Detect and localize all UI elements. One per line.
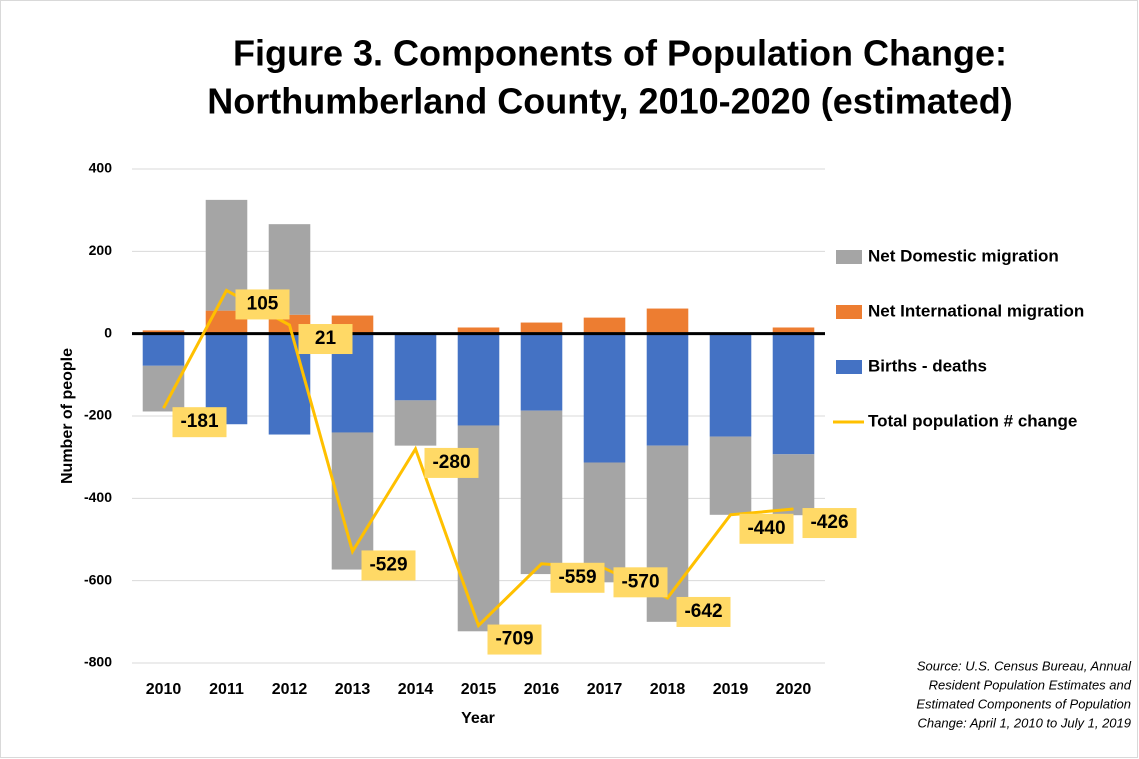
data-label: 105 bbox=[247, 293, 279, 314]
bar bbox=[142, 330, 185, 334]
y-tick-label: -600 bbox=[84, 571, 112, 587]
bar bbox=[583, 462, 626, 583]
data-label: -570 bbox=[621, 571, 659, 592]
source-note: Source: U.S. Census Bureau, Annual bbox=[917, 658, 1132, 673]
bar bbox=[772, 454, 815, 516]
bar bbox=[520, 333, 563, 411]
x-tick-label: 2016 bbox=[524, 681, 560, 698]
source-note: Estimated Components of Population bbox=[916, 696, 1131, 711]
bar bbox=[709, 333, 752, 437]
y-tick-label: -200 bbox=[84, 407, 112, 423]
source-note: Change: April 1, 2010 to July 1, 2019 bbox=[918, 715, 1131, 730]
legend-label: Births - deaths bbox=[868, 356, 987, 375]
data-label-box bbox=[613, 567, 668, 598]
legend-label: Total population # change bbox=[868, 411, 1077, 430]
bar bbox=[520, 322, 563, 334]
data-label-box bbox=[361, 550, 416, 581]
y-tick-label: 0 bbox=[104, 324, 112, 340]
y-tick-label: -800 bbox=[84, 654, 112, 670]
bar bbox=[394, 400, 437, 446]
data-label: -426 bbox=[810, 512, 848, 533]
chart-title: Northumberland County, 2010-2020 (estima… bbox=[207, 81, 1013, 122]
data-label-box bbox=[235, 289, 290, 320]
chart-title: Figure 3. Components of Population Chang… bbox=[233, 33, 1007, 74]
x-tick-label: 2015 bbox=[461, 681, 497, 698]
data-label-box bbox=[676, 596, 731, 627]
bar bbox=[772, 327, 815, 334]
bar bbox=[709, 436, 752, 515]
x-tick-label: 2018 bbox=[650, 681, 686, 698]
y-axis-title: Number of people bbox=[59, 348, 76, 484]
data-label-box bbox=[172, 407, 227, 438]
bar bbox=[142, 365, 185, 412]
data-label: 21 bbox=[315, 328, 337, 349]
bar bbox=[646, 333, 689, 446]
data-label-box bbox=[487, 624, 542, 655]
bar bbox=[583, 317, 626, 334]
bar bbox=[520, 410, 563, 575]
legend-label: Net Domestic migration bbox=[868, 246, 1059, 265]
y-tick-label: -400 bbox=[84, 489, 112, 505]
x-tick-label: 2013 bbox=[335, 681, 371, 698]
data-label: -642 bbox=[684, 601, 722, 622]
data-label: -181 bbox=[180, 411, 218, 432]
bar bbox=[142, 333, 185, 366]
data-label: -709 bbox=[495, 629, 533, 650]
x-axis-title: Year bbox=[461, 710, 495, 727]
data-label: -529 bbox=[369, 554, 407, 575]
legend-swatch bbox=[836, 305, 862, 319]
x-tick-label: 2012 bbox=[272, 681, 308, 698]
bar bbox=[457, 333, 500, 426]
data-label: -440 bbox=[747, 518, 785, 539]
legend-swatch bbox=[836, 250, 862, 264]
bar bbox=[772, 333, 815, 455]
y-tick-label: 200 bbox=[89, 242, 113, 258]
bar bbox=[457, 327, 500, 334]
x-tick-label: 2010 bbox=[146, 681, 182, 698]
data-label-box bbox=[298, 324, 353, 355]
bar bbox=[394, 333, 437, 401]
x-tick-label: 2020 bbox=[776, 681, 812, 698]
data-label-box bbox=[739, 513, 794, 544]
legend-swatch bbox=[836, 360, 862, 374]
data-label-box bbox=[802, 508, 857, 539]
x-tick-label: 2014 bbox=[398, 681, 434, 698]
data-label: -280 bbox=[432, 452, 470, 473]
source-note: Resident Population Estimates and bbox=[929, 677, 1132, 692]
bar bbox=[646, 308, 689, 334]
data-label-box bbox=[424, 447, 479, 478]
data-label-box bbox=[550, 562, 605, 593]
legend-label: Net International migration bbox=[868, 301, 1084, 320]
x-tick-label: 2011 bbox=[209, 681, 244, 698]
x-tick-label: 2019 bbox=[713, 681, 749, 698]
y-tick-label: 400 bbox=[89, 160, 113, 176]
x-tick-label: 2017 bbox=[587, 681, 623, 698]
data-label: -559 bbox=[558, 567, 596, 588]
bar bbox=[583, 333, 626, 463]
